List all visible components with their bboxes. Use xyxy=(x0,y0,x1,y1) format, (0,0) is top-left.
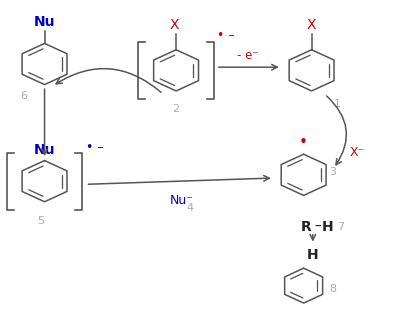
Text: X: X xyxy=(169,18,179,32)
Text: 2: 2 xyxy=(172,104,180,114)
Text: Nu: Nu xyxy=(34,143,55,157)
Text: 4: 4 xyxy=(186,203,194,213)
Text: X⁻: X⁻ xyxy=(350,146,365,159)
Text: - e⁻: - e⁻ xyxy=(237,49,259,62)
Text: 3: 3 xyxy=(330,167,336,177)
Text: 1: 1 xyxy=(334,99,340,109)
Text: Nu: Nu xyxy=(34,15,55,29)
Text: X: X xyxy=(307,18,316,32)
Text: 8: 8 xyxy=(330,284,337,294)
Text: • –: • – xyxy=(86,142,103,155)
Text: 7: 7 xyxy=(338,222,345,232)
Text: 5: 5 xyxy=(37,216,44,226)
Text: •: • xyxy=(299,135,308,149)
Text: Nu⁻: Nu⁻ xyxy=(170,194,194,207)
Text: • –: • – xyxy=(217,29,235,42)
Text: H: H xyxy=(322,220,333,234)
Text: –: – xyxy=(314,220,321,234)
Text: H: H xyxy=(307,248,319,262)
Text: 6: 6 xyxy=(21,91,28,101)
Text: R: R xyxy=(300,220,311,234)
